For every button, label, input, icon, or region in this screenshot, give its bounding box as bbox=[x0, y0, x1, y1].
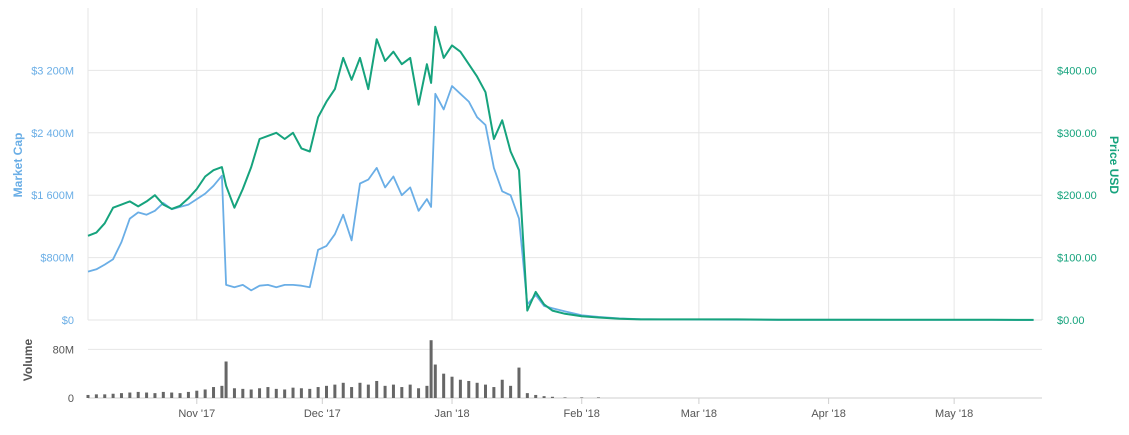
volume-bar bbox=[450, 376, 454, 398]
y-left-tick-label: $800M bbox=[40, 253, 74, 265]
volume-bar bbox=[145, 392, 149, 398]
volume-bar bbox=[484, 384, 487, 398]
volume-bar bbox=[266, 387, 270, 398]
volume-bar bbox=[291, 387, 295, 398]
volume-bar bbox=[429, 340, 433, 398]
volume-bar bbox=[442, 373, 446, 398]
volume-bar bbox=[241, 388, 245, 398]
grid-lines bbox=[88, 69, 1042, 399]
volume-bar bbox=[467, 380, 471, 398]
y-left-tick-label: $2 400M bbox=[31, 128, 74, 140]
volume-bar bbox=[509, 385, 513, 398]
x-tick-label: Nov '17 bbox=[178, 408, 215, 420]
volume-bar bbox=[333, 384, 337, 398]
volume-bar bbox=[358, 382, 362, 398]
y-left-tick-label: $3 200M bbox=[31, 65, 74, 77]
x-axis-ticks: Nov '17 Dec '17 Jan '18 Feb '18 Mar '18 Apr '… bbox=[178, 398, 973, 420]
volume-bar bbox=[258, 388, 262, 398]
y-axis-right-title: Price USD bbox=[1107, 136, 1121, 194]
volume-bar bbox=[220, 385, 224, 398]
volume-bar bbox=[249, 389, 253, 398]
volume-bar bbox=[299, 388, 303, 398]
volume-axis-ticks: 0 80M bbox=[53, 344, 74, 405]
volume-bar bbox=[517, 367, 521, 398]
volume-bar bbox=[425, 385, 429, 398]
volume-bar bbox=[391, 384, 395, 398]
volume-bar bbox=[580, 397, 584, 398]
y-axis-left-title: Market Cap bbox=[11, 133, 25, 198]
volume-bar bbox=[178, 393, 182, 398]
volume-bar bbox=[350, 387, 354, 398]
y-right-tick-label: $100.00 bbox=[1057, 253, 1097, 265]
x-tick-label: May '18 bbox=[935, 408, 973, 420]
volume-bar bbox=[492, 387, 496, 398]
volume-bar bbox=[408, 384, 412, 398]
volume-bar bbox=[316, 387, 320, 398]
x-tick-label: Dec '17 bbox=[304, 408, 341, 420]
volume-bar bbox=[111, 393, 115, 398]
volume-bar bbox=[186, 391, 190, 398]
vertical-grid-lines bbox=[87, 8, 1043, 320]
volume-bar bbox=[128, 392, 132, 398]
volume-bar bbox=[375, 380, 379, 398]
volume-bar bbox=[308, 388, 312, 398]
volume-bar bbox=[534, 394, 538, 398]
volume-bar bbox=[86, 394, 90, 398]
volume-tick-label: 80M bbox=[53, 344, 74, 356]
volume-bar bbox=[94, 394, 98, 398]
y-left-tick-label: $0 bbox=[62, 315, 74, 327]
volume-bar bbox=[542, 396, 546, 398]
volume-bar bbox=[525, 393, 529, 398]
volume-bar bbox=[103, 394, 107, 398]
volume-bar bbox=[195, 390, 199, 398]
volume-bar bbox=[136, 391, 140, 398]
volume-bar bbox=[596, 397, 600, 398]
volume-tick-label: 0 bbox=[68, 393, 74, 405]
volume-bar bbox=[500, 379, 504, 398]
y-right-tick-label: $400.00 bbox=[1057, 65, 1097, 77]
volume-bar bbox=[153, 393, 157, 398]
y-axis-left-ticks: $0 $800M $1 600M $2 400M $3 200M bbox=[31, 65, 74, 327]
volume-bar bbox=[563, 397, 567, 398]
volume-bar bbox=[224, 361, 228, 398]
volume-bar bbox=[161, 391, 165, 398]
x-tick-label: Apr '18 bbox=[811, 408, 846, 420]
price-usd-line bbox=[87, 25, 1034, 321]
volume-bar bbox=[475, 382, 479, 398]
x-tick-label: Mar '18 bbox=[681, 408, 717, 420]
volume-bar bbox=[170, 392, 174, 398]
volume-bar bbox=[232, 388, 236, 398]
volume-bar bbox=[400, 387, 404, 398]
y-right-tick-label: $300.00 bbox=[1057, 128, 1097, 140]
volume-bar bbox=[417, 388, 421, 398]
y-right-tick-label: $200.00 bbox=[1057, 190, 1097, 202]
y-right-tick-label: $0.00 bbox=[1057, 315, 1085, 327]
y-axis-right-ticks: $0.00 $100.00 $200.00 $300.00 $400.00 bbox=[1057, 65, 1097, 327]
volume-bar bbox=[341, 382, 345, 398]
market-cap-line bbox=[87, 85, 1034, 321]
volume-bar bbox=[119, 393, 123, 398]
x-tick-label: Jan '18 bbox=[434, 408, 469, 420]
volume-bar bbox=[458, 379, 462, 398]
volume-bar bbox=[383, 385, 387, 398]
volume-bar bbox=[274, 388, 278, 398]
series-lines bbox=[87, 25, 1034, 321]
volume-bar bbox=[212, 387, 216, 398]
volume-bars bbox=[86, 340, 600, 398]
volume-bar bbox=[283, 389, 287, 398]
volume-bar bbox=[550, 396, 554, 398]
y-left-tick-label: $1 600M bbox=[31, 190, 74, 202]
volume-bar bbox=[203, 389, 207, 398]
volume-bar bbox=[433, 364, 437, 398]
volume-bar bbox=[325, 385, 328, 398]
volume-axis-title: Volume bbox=[21, 338, 35, 381]
x-tick-label: Feb '18 bbox=[564, 408, 600, 420]
volume-bar bbox=[366, 384, 370, 398]
